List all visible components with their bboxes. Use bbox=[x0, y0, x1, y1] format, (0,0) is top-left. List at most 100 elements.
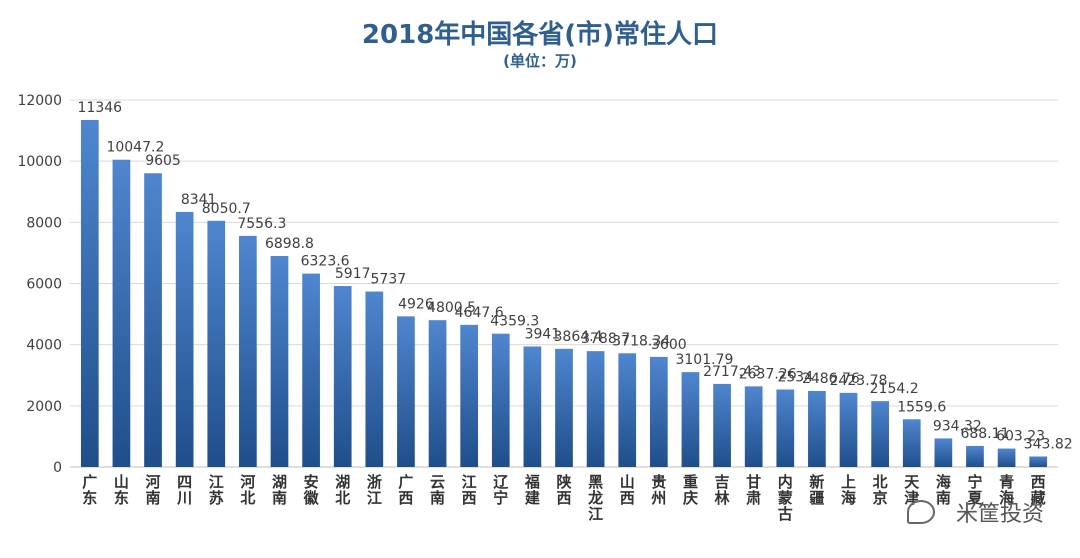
bar bbox=[175, 211, 194, 467]
bar bbox=[744, 386, 763, 467]
bar bbox=[112, 159, 131, 467]
x-tick-label: 辽宁 bbox=[493, 473, 508, 507]
bar bbox=[207, 220, 226, 467]
bar bbox=[80, 120, 99, 468]
bar bbox=[681, 372, 700, 467]
x-tick-label: 海南 bbox=[936, 473, 951, 507]
value-label: 2486.76 bbox=[802, 371, 860, 387]
value-label: 3788.7 bbox=[581, 331, 630, 347]
value-label: 2637.26 bbox=[739, 366, 797, 382]
bar bbox=[428, 320, 447, 467]
y-axis-ticks: 0 2000 4000 6000 8000 10000 12000 bbox=[17, 93, 62, 476]
bar bbox=[555, 348, 573, 467]
value-label: 8050.7 bbox=[202, 201, 251, 217]
x-tick-label: 云南 bbox=[430, 473, 445, 507]
bar bbox=[902, 419, 921, 467]
bar bbox=[997, 448, 1016, 467]
x-tick-label: 山西 bbox=[620, 473, 635, 507]
bar bbox=[618, 353, 637, 467]
watermark-brand: 米筐投资 bbox=[955, 502, 1044, 527]
value-label: 1559.6 bbox=[897, 399, 946, 415]
x-tick-label: 上海 bbox=[841, 473, 856, 507]
x-tick-label: 四川 bbox=[176, 473, 192, 507]
value-label: 2717.43 bbox=[703, 364, 761, 380]
x-tick-label: 贵州 bbox=[650, 473, 666, 507]
x-tick-label: 河南 bbox=[146, 473, 161, 507]
value-label: 3600 bbox=[651, 337, 687, 353]
y-tick-label: 4000 bbox=[26, 338, 62, 354]
value-label: 3864.4 bbox=[554, 329, 603, 345]
bar bbox=[649, 356, 668, 467]
value-label: 4359.3 bbox=[490, 314, 539, 330]
x-tick-label: 福建 bbox=[524, 473, 541, 507]
x-tick-label: 内蒙古 bbox=[778, 473, 793, 523]
bar bbox=[934, 438, 953, 467]
value-label: 343.82 bbox=[1024, 436, 1073, 452]
x-tick-label: 广西 bbox=[398, 473, 413, 507]
value-label: 6898.8 bbox=[265, 236, 314, 252]
bar bbox=[966, 445, 984, 467]
x-tick-label: 新疆 bbox=[809, 473, 824, 507]
wechat-icon bbox=[907, 500, 935, 524]
value-label: 11346 bbox=[78, 100, 123, 116]
x-tick-label: 河北 bbox=[240, 473, 255, 507]
value-label: 7556.3 bbox=[237, 216, 286, 232]
x-tick-label: 湖北 bbox=[335, 473, 350, 507]
value-label: 8341 bbox=[181, 192, 217, 208]
x-tick-label: 湖南 bbox=[272, 473, 287, 507]
x-tick-label: 吉林 bbox=[715, 473, 731, 507]
value-label: 934.32 bbox=[933, 418, 982, 434]
bar bbox=[333, 286, 352, 467]
bars bbox=[80, 120, 1048, 468]
value-label: 6323.6 bbox=[301, 254, 350, 270]
value-label: 3718.34 bbox=[612, 333, 670, 349]
y-tick-label: 2000 bbox=[26, 399, 62, 415]
bar bbox=[839, 392, 858, 467]
y-tick-label: 10000 bbox=[17, 154, 62, 170]
y-tick-label: 8000 bbox=[26, 215, 62, 231]
bar bbox=[239, 235, 257, 467]
bar bbox=[808, 390, 826, 467]
bar bbox=[776, 389, 795, 467]
bar bbox=[491, 333, 510, 467]
x-tick-label: 陕西 bbox=[556, 473, 571, 507]
bar bbox=[460, 324, 479, 467]
bar bbox=[586, 351, 605, 467]
bar bbox=[302, 273, 320, 467]
x-tick-label: 青海 bbox=[999, 473, 1014, 507]
bar bbox=[365, 291, 384, 467]
bar bbox=[1029, 456, 1048, 467]
y-tick-label: 0 bbox=[53, 460, 62, 476]
value-label: 3941 bbox=[525, 326, 561, 342]
x-tick-label: 山东 bbox=[114, 473, 129, 507]
value-label: 9605 bbox=[145, 153, 181, 169]
chart-title: 2018年中国各省(市)常住人口 bbox=[361, 20, 719, 50]
x-tick-label: 浙江 bbox=[367, 473, 382, 507]
x-tick-label: 西藏 bbox=[1031, 473, 1046, 507]
value-label: 5737 bbox=[371, 272, 407, 288]
bar bbox=[713, 383, 731, 467]
x-tick-label: 江西 bbox=[462, 473, 477, 507]
x-tick-label: 安徽 bbox=[303, 473, 320, 507]
value-label: 2534 bbox=[777, 370, 813, 386]
x-tick-label: 黑龙江 bbox=[587, 473, 603, 523]
bar bbox=[523, 346, 542, 467]
value-label: 4800.5 bbox=[427, 300, 476, 316]
bar bbox=[270, 256, 289, 467]
value-label: 4926 bbox=[398, 296, 434, 312]
x-tick-label: 重庆 bbox=[683, 473, 698, 507]
x-tick-label: 北京 bbox=[873, 473, 888, 507]
bar bbox=[144, 173, 162, 468]
value-label: 10047.2 bbox=[106, 140, 164, 156]
value-label: 688.11 bbox=[960, 426, 1009, 442]
x-tick-label: 江苏 bbox=[209, 473, 224, 507]
x-tick-label: 广东 bbox=[82, 473, 97, 507]
x-tick-label: 宁夏 bbox=[966, 473, 983, 507]
y-tick-label: 12000 bbox=[17, 93, 62, 109]
bar bbox=[397, 316, 415, 467]
value-label: 5917 bbox=[335, 266, 371, 282]
